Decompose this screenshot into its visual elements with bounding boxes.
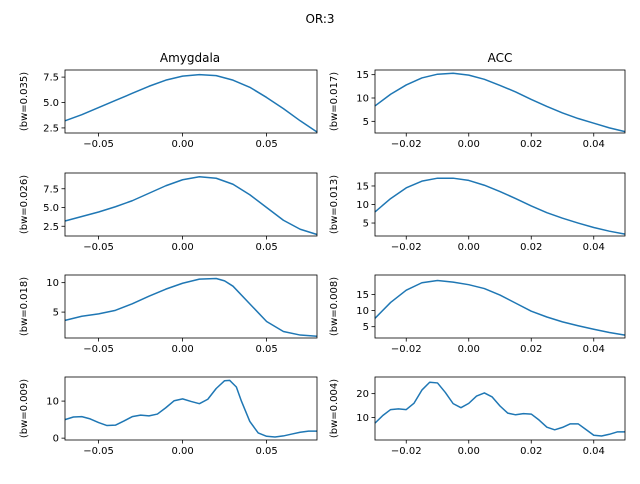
x-tick-label: 0.00 <box>458 242 480 253</box>
subplot-amygdala-row-3: −0.05 0.00 0.05 5 10 (bw=0.018) <box>19 274 318 355</box>
axes-frame <box>374 274 626 339</box>
x-tick-label: 0.05 <box>255 139 277 150</box>
x-tick-label: 0.00 <box>171 446 193 457</box>
y-tick-label: 10 <box>356 200 369 211</box>
y-tick-label: 10 <box>356 306 369 317</box>
x-tick-label: 0.04 <box>583 344 605 355</box>
axes-frame <box>374 69 626 134</box>
x-tick-label: 0.02 <box>520 139 542 150</box>
y-axis-label: (bw=0.017) <box>329 72 340 131</box>
x-tick-label: 0.00 <box>171 139 193 150</box>
y-tick-label: 20 <box>356 389 369 400</box>
x-tick-label: −0.02 <box>391 139 422 150</box>
x-tick-label: 0.05 <box>255 344 277 355</box>
axes-frame <box>64 376 318 441</box>
axes-frame <box>64 69 318 134</box>
column-title-amygdala: Amygdala <box>160 51 220 65</box>
x-tick-label: 0.02 <box>520 344 542 355</box>
subplot-acc-row-2: −0.02 0.00 0.02 0.04 5 10 15 (bw=0.013) <box>329 172 626 253</box>
x-tick-label: 0.05 <box>255 242 277 253</box>
subplot-acc-row-3: −0.02 0.00 0.02 0.04 5 10 15 (bw=0.008) <box>329 274 626 355</box>
subplots-grid: −0.05 0.00 0.05 2.5 5.0 7.5 (bw=0.035) −0.02 0.0… <box>19 69 626 457</box>
y-tick-label: 0 <box>53 434 59 445</box>
kde-line <box>64 277 318 337</box>
y-tick-label: 15 <box>356 181 369 192</box>
suptitle: OR:3 <box>305 12 334 26</box>
y-tick-label: 7.5 <box>43 73 59 84</box>
x-tick-label: 0.00 <box>458 446 480 457</box>
kde-line <box>374 381 625 437</box>
x-tick-label: −0.05 <box>83 242 114 253</box>
x-tick-label: −0.05 <box>83 139 114 150</box>
axes-frame <box>374 172 626 237</box>
kde-line <box>64 176 318 236</box>
y-tick-label: 15 <box>356 70 369 81</box>
x-tick-label: −0.05 <box>83 446 114 457</box>
subplot-amygdala-row-4: −0.05 0.00 0.05 0 10 (bw=0.009) <box>19 376 318 457</box>
y-tick-label: 7.5 <box>43 184 59 195</box>
y-tick-label: 10 <box>356 413 369 424</box>
y-axis-label: (bw=0.026) <box>19 175 30 234</box>
subplot-amygdala-row-1: −0.05 0.00 0.05 2.5 5.0 7.5 (bw=0.035) <box>19 69 318 150</box>
x-tick-label: 0.00 <box>171 344 193 355</box>
y-tick-label: 5 <box>363 117 369 128</box>
x-tick-label: 0.05 <box>255 446 277 457</box>
kde-line <box>374 279 626 336</box>
y-tick-label: 5 <box>363 322 369 333</box>
kde-line <box>374 177 626 235</box>
y-tick-label: 5.0 <box>43 203 59 214</box>
x-tick-label: −0.02 <box>391 344 422 355</box>
kde-line <box>374 72 626 133</box>
y-tick-label: 2.5 <box>43 222 59 233</box>
kde-line <box>64 73 318 133</box>
kde-line <box>64 379 317 438</box>
x-tick-label: −0.02 <box>391 446 422 457</box>
y-tick-label: 5 <box>53 308 59 319</box>
y-tick-label: 15 <box>356 290 369 301</box>
x-tick-label: 0.02 <box>520 242 542 253</box>
y-axis-label: (bw=0.018) <box>19 277 30 336</box>
subplot-acc-row-4: −0.02 0.00 0.02 0.04 10 20 (bw=0.004) <box>329 376 626 457</box>
subplot-amygdala-row-2: −0.05 0.00 0.05 2.5 5.0 7.5 (bw=0.026) <box>19 172 318 253</box>
x-tick-label: 0.00 <box>458 344 480 355</box>
x-tick-label: 0.04 <box>583 242 605 253</box>
x-tick-label: −0.02 <box>391 242 422 253</box>
x-tick-label: 0.00 <box>458 139 480 150</box>
y-tick-label: 10 <box>356 94 369 105</box>
y-tick-label: 5.0 <box>43 98 59 109</box>
y-axis-label: (bw=0.008) <box>329 277 340 336</box>
y-tick-label: 10 <box>46 397 59 408</box>
x-tick-label: 0.02 <box>520 446 542 457</box>
y-axis-label: (bw=0.009) <box>19 379 30 438</box>
axes-frame <box>64 274 318 339</box>
x-tick-label: 0.04 <box>583 446 605 457</box>
subplot-acc-row-1: −0.02 0.00 0.02 0.04 5 10 15 (bw=0.017) <box>329 69 626 150</box>
y-tick-label: 2.5 <box>43 123 59 134</box>
y-tick-label: 10 <box>46 278 59 289</box>
column-title-acc: ACC <box>488 51 513 65</box>
x-tick-label: 0.04 <box>583 139 605 150</box>
y-axis-label: (bw=0.013) <box>329 175 340 234</box>
y-axis-label: (bw=0.004) <box>329 379 340 438</box>
y-tick-label: 5 <box>363 219 369 230</box>
y-axis-label: (bw=0.035) <box>19 72 30 131</box>
x-tick-label: 0.00 <box>171 242 193 253</box>
axes-frame <box>64 172 318 237</box>
x-tick-label: −0.05 <box>83 344 114 355</box>
axes-frame <box>374 376 626 441</box>
